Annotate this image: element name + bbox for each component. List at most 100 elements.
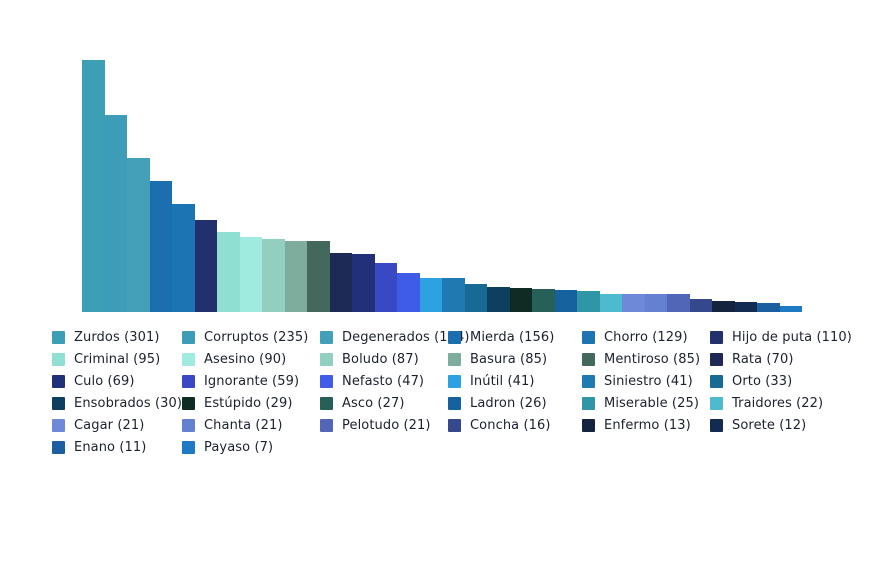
bar-concha: [689, 299, 712, 312]
legend-label: Siniestro (41): [604, 373, 693, 389]
legend-swatch-icon: [582, 352, 595, 366]
legend-item-zurdos: Zurdos (301): [52, 330, 182, 345]
legend-item-degenerados: Degenerados (184): [320, 330, 469, 345]
bar-ensobrados: [487, 287, 510, 312]
legend-item-siniestro: Siniestro (41): [582, 374, 710, 389]
legend-label: Criminal (95): [74, 351, 161, 367]
legend-swatch-icon: [52, 418, 65, 432]
bar-hijo-de-puta: [194, 220, 217, 312]
legend-item-asesino: Asesino (90): [182, 352, 320, 367]
legend-label: Zurdos (301): [74, 329, 160, 345]
bar-orto: [464, 284, 487, 312]
legend-item-rata: Rata (70): [710, 352, 870, 367]
chart-legend: Zurdos (301) Corruptos (235) Degenerados (…: [52, 326, 870, 458]
legend-swatch-icon: [448, 396, 461, 410]
legend-item-enfermo: Enfermo (13): [582, 418, 710, 433]
bar-degenerados: [127, 158, 150, 312]
legend-label: Culo (69): [74, 373, 135, 389]
legend-item-orto: Orto (33): [710, 374, 870, 389]
legend-label: Mentiroso (85): [604, 351, 701, 367]
bar-corruptos: [104, 115, 127, 312]
bar-pelotudo: [667, 294, 690, 312]
legend-item-cagar: Cagar (21): [52, 418, 182, 433]
legend-swatch-icon: [182, 374, 195, 388]
bar-ladron: [554, 290, 577, 312]
legend-swatch-icon: [182, 418, 195, 432]
legend-item-chanta: Chanta (21): [182, 418, 320, 433]
legend-swatch-icon: [52, 352, 65, 366]
legend-item-nefasto: Nefasto (47): [320, 374, 448, 389]
bar-boludo: [262, 239, 285, 312]
legend-label: Estúpido (29): [204, 395, 293, 411]
legend-label: Degenerados (184): [342, 329, 470, 345]
legend-label: Inútil (41): [470, 373, 535, 389]
legend-swatch-icon: [52, 396, 65, 410]
legend-item-miserable: Miserable (25): [582, 396, 710, 411]
legend-swatch-icon: [320, 374, 333, 388]
legend-label: Orto (33): [732, 373, 793, 389]
legend-label: Ladron (26): [470, 395, 547, 411]
legend-swatch-icon: [320, 418, 333, 432]
bar-cagar: [622, 294, 645, 312]
legend-label: Ensobrados (30): [74, 395, 183, 411]
legend-item-inutil: Inútil (41): [448, 374, 582, 389]
bar-inutil: [419, 278, 442, 312]
legend-swatch-icon: [448, 374, 461, 388]
legend-item-mierda: Mierda (156): [448, 330, 582, 345]
legend-item-payaso: Payaso (7): [182, 440, 320, 455]
bar-mentiroso: [307, 241, 330, 312]
legend-label: Asesino (90): [204, 351, 287, 367]
legend-label: Traidores (22): [732, 395, 824, 411]
legend-swatch-icon: [182, 440, 195, 454]
bar-chorro: [172, 204, 195, 312]
legend-swatch-icon: [582, 374, 595, 388]
legend-item-boludo: Boludo (87): [320, 352, 448, 367]
legend-label: Basura (85): [470, 351, 548, 367]
legend-item-enano: Enano (11): [52, 440, 182, 455]
legend-label: Mierda (156): [470, 329, 555, 345]
bar-rata: [329, 253, 352, 312]
legend-label: Chanta (21): [204, 417, 283, 433]
legend-swatch-icon: [52, 330, 65, 344]
legend-item-ensobrados: Ensobrados (30): [52, 396, 182, 411]
legend-label: Enano (11): [74, 439, 147, 455]
legend-item-ignorante: Ignorante (59): [182, 374, 320, 389]
bar-criminal: [217, 232, 240, 312]
legend-swatch-icon: [710, 396, 723, 410]
bar-asco: [532, 289, 555, 312]
legend-label: Hijo de puta (110): [732, 329, 852, 345]
legend-swatch-icon: [52, 374, 65, 388]
bar-miserable: [577, 291, 600, 312]
legend-swatch-icon: [582, 418, 595, 432]
bar-asesino: [239, 237, 262, 312]
legend-label: Corruptos (235): [204, 329, 309, 345]
legend-swatch-icon: [320, 352, 333, 366]
bar-zurdos: [82, 60, 105, 312]
legend-swatch-icon: [448, 330, 461, 344]
legend-item-chorro: Chorro (129): [582, 330, 710, 345]
bar-sorete: [734, 302, 757, 312]
legend-item-basura: Basura (85): [448, 352, 582, 367]
bar-chart-plot: [82, 60, 802, 312]
legend-swatch-icon: [582, 330, 595, 344]
legend-swatch-icon: [320, 330, 333, 344]
legend-label: Boludo (87): [342, 351, 419, 367]
legend-swatch-icon: [582, 396, 595, 410]
bar-mierda: [149, 181, 172, 312]
legend-label: Asco (27): [342, 395, 405, 411]
legend-item-pelotudo: Pelotudo (21): [320, 418, 448, 433]
bar-traidores: [599, 294, 622, 312]
legend-label: Rata (70): [732, 351, 794, 367]
legend-swatch-icon: [448, 418, 461, 432]
bar-chanta: [644, 294, 667, 312]
legend-item-concha: Concha (16): [448, 418, 582, 433]
legend-label: Nefasto (47): [342, 373, 425, 389]
legend-swatch-icon: [710, 330, 723, 344]
bar-culo: [352, 254, 375, 312]
legend-swatch-icon: [182, 330, 195, 344]
bar-enfermo: [712, 301, 735, 312]
legend-item-hijo-de-puta: Hijo de puta (110): [710, 330, 870, 345]
legend-item-criminal: Criminal (95): [52, 352, 182, 367]
legend-item-corruptos: Corruptos (235): [182, 330, 320, 345]
